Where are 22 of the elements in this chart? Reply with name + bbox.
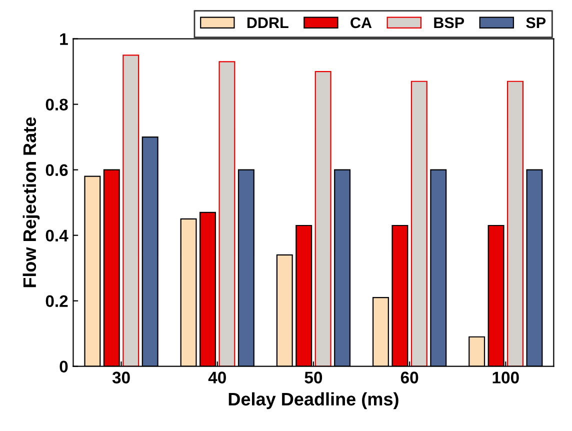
legend-label: CA xyxy=(350,17,372,28)
x-axis-title: Delay Deadline (ms) xyxy=(228,392,398,410)
y-axis-title: Flow Rejection Rate xyxy=(22,117,40,288)
bar xyxy=(410,80,428,366)
x-tick-label: 60 xyxy=(400,372,418,384)
y-tick-label: 0.8 xyxy=(46,98,68,111)
y-tick-label: 0.4 xyxy=(46,230,68,242)
y-tick-label: 0.2 xyxy=(46,295,68,308)
x-tick-label: 40 xyxy=(208,372,226,384)
y-tick-label: 0 xyxy=(60,360,68,373)
legend-label: SP xyxy=(526,17,546,28)
x-tick-label: 100 xyxy=(492,372,519,384)
bar xyxy=(314,70,332,366)
bar xyxy=(507,80,524,366)
bar xyxy=(122,54,140,366)
bar xyxy=(218,61,236,366)
y-tick-label: 1 xyxy=(60,33,68,45)
x-tick-label: 30 xyxy=(112,372,130,384)
y-tick-label: 0.6 xyxy=(46,164,68,176)
x-tick-label: 50 xyxy=(304,372,322,384)
legend-label: BSP xyxy=(434,17,464,28)
legend-label: DDRL xyxy=(247,17,288,28)
